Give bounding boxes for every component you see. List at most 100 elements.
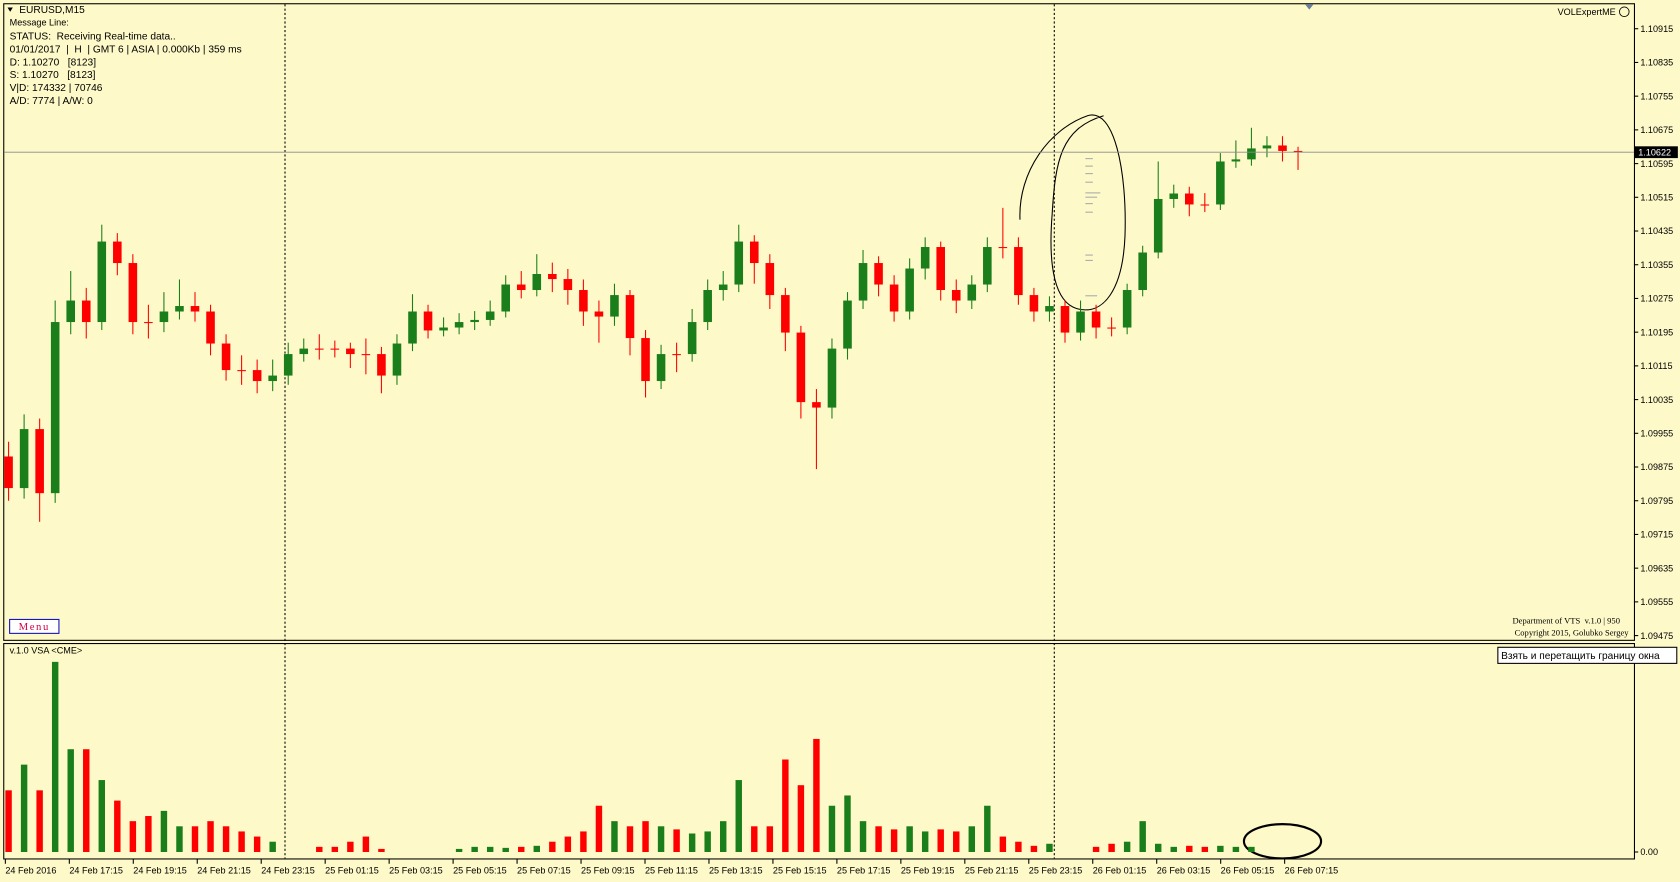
volume-bar (51, 661, 59, 852)
candle-body (423, 311, 433, 331)
candle-body (190, 306, 200, 312)
info: 01/01/2017 | H | GMT 6 | ASIA | 0.000Kb … (10, 45, 242, 56)
volume-bar (145, 816, 152, 852)
volume-bar (906, 826, 913, 852)
y-tick-label: 1.10835 (1640, 58, 1673, 68)
volume-bar (114, 800, 121, 852)
x-tick-label: 25 Feb 13:15 (709, 865, 763, 875)
volume-bar (1201, 846, 1209, 852)
candle-body (967, 284, 977, 301)
y-tick-label: 1.09715 (1640, 530, 1673, 540)
y-tick-label: 1.09875 (1640, 462, 1673, 472)
candle-body (843, 300, 852, 349)
volume-bar (1092, 846, 1100, 852)
y-tick-label: 1.10515 (1640, 193, 1673, 203)
x-tick-label: 25 Feb 11:15 (645, 865, 698, 875)
y-tick-label: 1.10115 (1640, 361, 1672, 371)
s-line: S: 1.10270 [8123] (10, 70, 96, 81)
candle-body (128, 263, 138, 323)
volume-bar (1232, 846, 1240, 852)
candle-body (268, 375, 277, 382)
candle-body (594, 311, 604, 317)
volume-bar (999, 836, 1007, 852)
volume-bar (704, 831, 711, 852)
menu-button[interactable] (9, 618, 60, 634)
volume-bar (611, 821, 618, 852)
vd-line: V|D: 174332 | 70746 (10, 83, 103, 94)
candle-body (113, 241, 122, 264)
candle-body (4, 456, 13, 489)
candle-body (1231, 159, 1241, 162)
message-line: Message Line: (10, 18, 69, 28)
volume-bar (580, 831, 587, 852)
candle-body (408, 311, 417, 344)
candle-body (687, 322, 697, 355)
volume-bar (1155, 843, 1162, 852)
x-tick-label: 24 Feb 23:15 (261, 865, 315, 875)
volume-bar (626, 826, 634, 852)
dropdown-arrow (7, 7, 13, 12)
volume-bar (813, 738, 820, 852)
y-tick-label: 1.09955 (1640, 429, 1673, 439)
y-tick-label: 1.10675 (1640, 125, 1673, 135)
candle-body (858, 263, 868, 301)
candle-body (1091, 311, 1101, 328)
volume-bar (953, 831, 960, 852)
volume-bar (564, 836, 572, 852)
volume-bar (129, 821, 137, 852)
y-tick-label: 1.10915 (1640, 24, 1673, 34)
x-tick-label: 26 Feb 01:15 (1093, 865, 1147, 875)
candle-body (1138, 252, 1147, 291)
x-tick-label: 26 Feb 05:15 (1221, 865, 1275, 875)
candle-body (548, 273, 557, 280)
candle-body (1262, 145, 1272, 149)
candle-body (81, 300, 91, 323)
symbol: EURUSD,M15 (19, 5, 85, 16)
indicator-name: v.1.0 VSA <CME> (10, 646, 83, 656)
candle-body (330, 348, 340, 350)
tooltip (1497, 646, 1678, 664)
candle-body (501, 284, 510, 312)
candle-body (1200, 204, 1210, 206)
y-tick-label: 1.10595 (1640, 159, 1673, 169)
x-tick-label: 25 Feb 19:15 (901, 865, 955, 875)
volume-bar (83, 749, 90, 852)
ad-line: A/D: 7774 | A/W: 0 (10, 96, 94, 107)
candle-body (206, 311, 215, 344)
volume-bar (797, 785, 805, 852)
volume-bar (937, 829, 944, 852)
volume-bar (921, 831, 929, 852)
annotation-ellipse (1019, 114, 1126, 311)
x-tick-label: 25 Feb 05:15 (453, 865, 507, 875)
volume-bar (735, 780, 742, 852)
y-tick-label: 0.00 (1640, 847, 1658, 857)
volume-bar (502, 847, 509, 852)
volume-bar (238, 831, 245, 852)
x-tick-label: 25 Feb 09:15 (581, 865, 635, 875)
volume-bar (1186, 845, 1193, 852)
volume-bar (20, 764, 28, 852)
volume-bar (657, 826, 665, 852)
volume-bar (642, 821, 649, 852)
main-panel (3, 3, 1635, 641)
candle-body (889, 284, 899, 312)
credit: Department of VTS v.1.0 | 950 (1512, 616, 1620, 626)
candle-body (377, 354, 386, 376)
volume-bar (176, 826, 183, 852)
volume-bar (486, 846, 494, 852)
candle-body (750, 241, 759, 264)
volume-bar (36, 790, 43, 852)
volume-bar (533, 845, 540, 852)
y-tick-label: 1.10275 (1640, 294, 1673, 304)
volume-bar (455, 848, 463, 852)
menu-label[interactable]: Menu (19, 621, 50, 633)
volume-panel (3, 643, 1635, 860)
candle-body (159, 311, 169, 323)
candle-body (610, 295, 619, 317)
x-tick-label: 25 Feb 23:15 (1029, 865, 1083, 875)
volume-bar (1046, 843, 1053, 852)
x-tick-label: 25 Feb 21:15 (965, 865, 1019, 875)
x-tick-label: 25 Feb 07:15 (517, 865, 571, 875)
shift-marker (1305, 4, 1314, 10)
